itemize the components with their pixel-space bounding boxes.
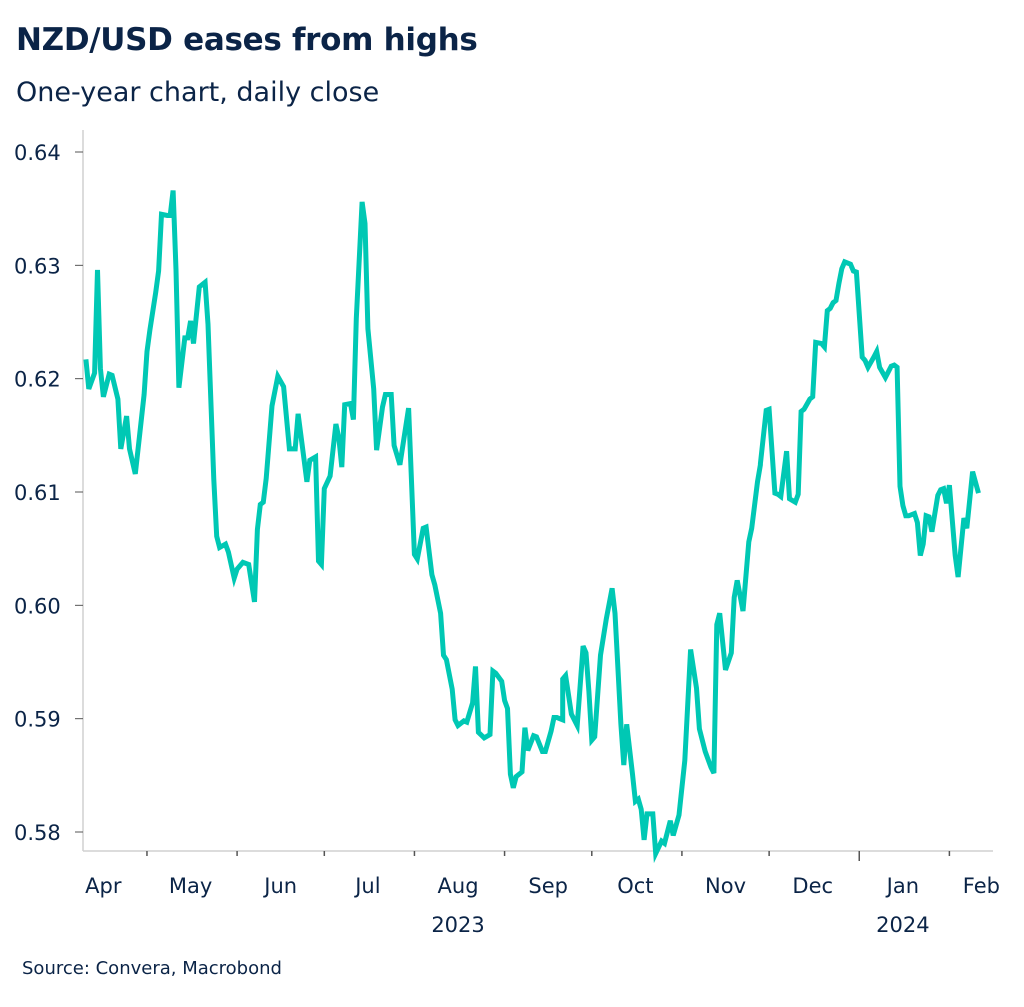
x-tick-label: Jul — [353, 874, 380, 898]
series-group — [83, 190, 981, 864]
x-year-label: 2023 — [431, 913, 484, 937]
x-tick-label: Nov — [705, 874, 746, 898]
x-tick-label: Apr — [85, 874, 122, 898]
y-tick-label: 0.61 — [14, 481, 61, 505]
y-tick-label: 0.58 — [14, 821, 61, 845]
y-tick-label: 0.60 — [14, 594, 61, 618]
x-tick-label: Dec — [792, 874, 833, 898]
chart-subtitle: One-year chart, daily close — [16, 77, 380, 108]
x-year-label: 2024 — [876, 913, 929, 937]
source-note: Source: Convera, Macrobond — [22, 958, 282, 979]
x-tick-label: Jan — [885, 874, 919, 898]
x-tick-label: May — [169, 874, 212, 898]
y-tick-label: 0.59 — [14, 708, 61, 732]
y-axis-ticks: 0.58 0.59 0.60 0.61 0.62 0.63 0.64 — [14, 141, 83, 845]
x-tick-label: Feb — [963, 874, 1000, 898]
series-line-nzd-usd — [83, 190, 981, 864]
y-tick-label: 0.64 — [14, 141, 61, 165]
x-axis-ticks: Apr May Jun Jul Aug Sep Oct Nov Dec Jan Feb 2023 202… — [85, 851, 1000, 937]
x-tick-label: Jun — [262, 874, 297, 898]
x-tick-label: Sep — [528, 874, 568, 898]
x-tick-label: Aug — [438, 874, 479, 898]
y-tick-label: 0.62 — [14, 368, 61, 392]
y-tick-label: 0.63 — [14, 254, 61, 278]
axes — [82, 130, 993, 852]
chart-title: NZD/USD eases from highs — [16, 22, 478, 58]
x-tick-label: Oct — [617, 874, 653, 898]
